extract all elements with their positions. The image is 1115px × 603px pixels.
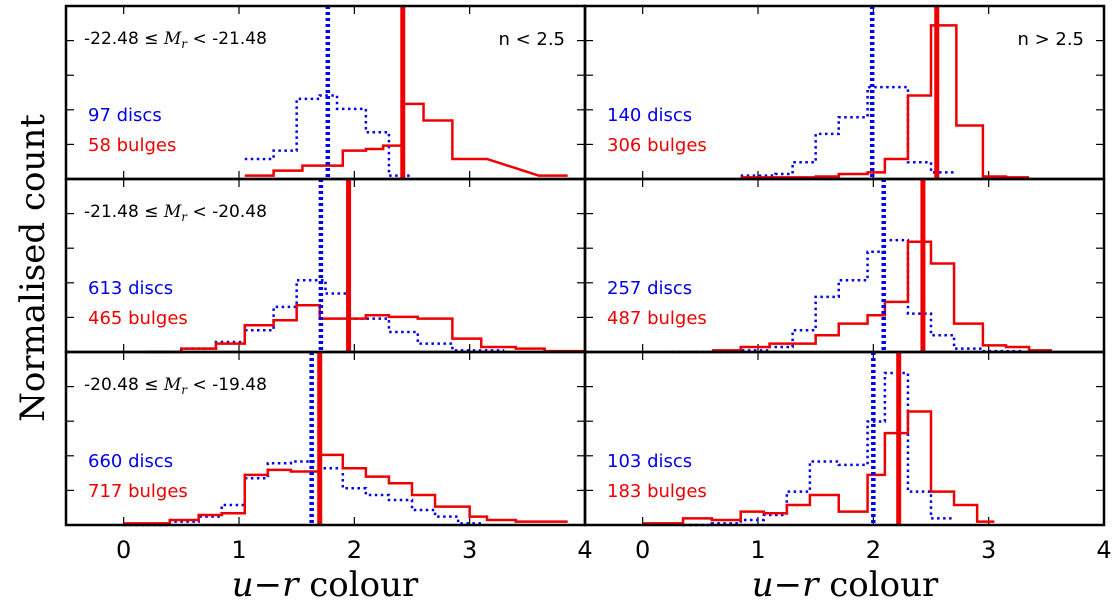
y-axis-label: Normalised count [13,114,53,422]
discs-histogram [740,85,955,177]
sersic-index-label: n < 2.5 [498,29,565,50]
range-high: -20.48 [212,202,267,222]
sersic-index-label: n > 2.5 [1017,29,1084,50]
bulges-count-label: 183 bulges [607,481,707,502]
x-tick-label: 0 [635,536,650,564]
lt-symbol: < [187,375,212,395]
x-tick-label: 4 [1096,536,1111,564]
leq-symbol: ≤ [144,202,164,222]
magnitude-subscript: r [181,210,188,224]
x-axis-var: u−r [752,565,820,603]
panel-frame [583,350,1106,527]
discs-count-label: 257 discs [607,278,692,299]
range-low: -21.48 [84,202,144,222]
magnitude-subscript: r [181,37,188,51]
x-tick-label: 0 [116,536,131,564]
magnitude-range-label: -21.48 ≤ Mr < -20.48 [84,202,267,224]
panel-r1-c1: 257 discs 487 bulges [583,177,1106,354]
magnitude-symbol: M [163,202,182,222]
magnitude-subscript: r [181,383,188,397]
bulges-histogram [642,410,995,525]
discs-count-label: 613 discs [88,278,173,299]
range-low: -20.48 [84,375,144,395]
bulges-histogram [244,102,568,177]
discs-histogram [671,238,1024,354]
x-tick-label: 2 [866,536,881,564]
magnitude-symbol: M [163,375,182,395]
leq-symbol: ≤ [144,375,164,395]
discs-count-label: 140 discs [607,105,692,126]
x-tick-label: 3 [462,536,477,564]
magnitude-range-label: -22.48 ≤ Mr < -21.48 [84,29,267,51]
bulges-count-label: 717 bulges [88,481,188,502]
bulges-histogram [123,453,568,525]
discs-histogram [146,278,505,354]
x-tick-label: 4 [577,536,592,564]
bulges-count-label: 487 bulges [607,308,707,329]
x-axis-label-left: u−r colour [232,565,419,603]
panel-r0-c0: 97 discs 58 bulges -22.48 ≤ Mr < -21.48 n <… [64,4,587,181]
discs-count-label: 660 discs [88,451,173,472]
x-axis-word: colour [298,565,419,603]
bulges-histogram [711,240,1053,352]
panel-r2-c1: 103 discs 183 bulges [583,350,1106,527]
magnitude-range-label: -20.48 ≤ Mr < -19.48 [84,375,267,397]
discs-count-label: 103 discs [607,451,692,472]
leq-symbol: ≤ [144,29,164,49]
bulges-histogram [146,303,585,354]
x-tick-label: 1 [750,536,765,564]
panel-r2-c0: 660 discs 717 bulges -20.48 ≤ Mr < -19.48 [64,350,587,527]
lt-symbol: < [187,202,212,222]
discs-histogram [683,371,955,527]
discs-count-label: 97 discs [88,105,162,126]
panel-grid: 97 discs 58 bulges -22.48 ≤ Mr < -21.48 n <… [64,4,1112,564]
panel-r1-c0: 613 discs 465 bulges -21.48 ≤ Mr < -20.48 [64,177,587,354]
magnitude-symbol: M [163,29,182,49]
x-tick-label: 1 [231,536,246,564]
range-high: -19.48 [212,375,267,395]
range-low: -22.48 [84,29,144,49]
bulges-count-label: 465 bulges [88,308,188,329]
discs-histogram [244,94,412,177]
range-high: -21.48 [212,29,267,49]
x-axis-word: colour [818,565,939,603]
bulges-histogram [740,24,1030,179]
x-tick-label: 2 [347,536,362,564]
lt-symbol: < [187,29,212,49]
x-axis-label-right: u−r colour [752,565,939,603]
panel-r0-c1: 140 discs 306 bulges n > 2.5 [583,4,1106,181]
bulges-count-label: 58 bulges [88,135,176,156]
x-tick-label: 3 [981,536,996,564]
bulges-count-label: 306 bulges [607,135,707,156]
x-axis-var: u−r [232,565,300,603]
